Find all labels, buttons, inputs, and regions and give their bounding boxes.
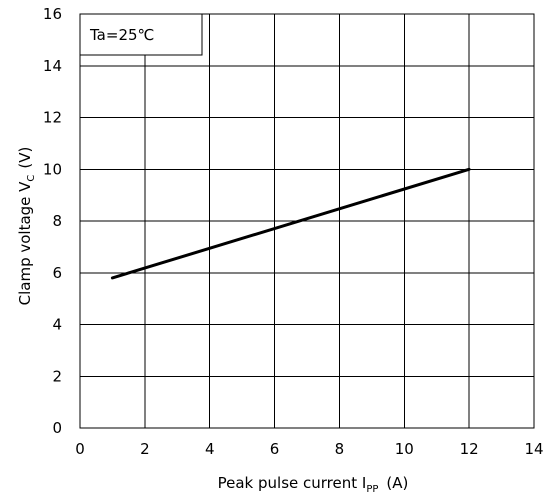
- y-axis-title: Clamp voltage VC (V): [16, 147, 37, 306]
- y-tick-label: 4: [52, 316, 62, 334]
- series-layer: [112, 169, 469, 278]
- y-axis-title-unit: (V): [16, 147, 34, 169]
- y-tick-label: 0: [52, 419, 62, 437]
- x-tick-label: 4: [205, 440, 215, 458]
- x-axis-title: Peak pulse current IPP (A): [218, 474, 409, 495]
- x-axis-title-main: Peak pulse current I: [218, 474, 367, 492]
- tick-labels: 0 2 4 6 8 10 12 14 0 2 4 6 8 10 12 14 16: [43, 5, 544, 458]
- annotation-box: Ta=25℃: [80, 14, 202, 55]
- x-tick-label: 0: [75, 440, 85, 458]
- x-axis-title-subscript: PP: [366, 484, 378, 495]
- y-tick-label: 2: [52, 367, 62, 385]
- x-tick-label: 2: [140, 440, 150, 458]
- x-tick-label: 10: [395, 440, 414, 458]
- x-axis-title-unit: (A): [386, 474, 408, 492]
- annotation-label: Ta=25℃: [89, 26, 154, 44]
- y-tick-label: 14: [43, 57, 62, 75]
- y-axis-title-subscript: C: [26, 175, 37, 182]
- y-tick-label: 12: [43, 109, 62, 127]
- grid: [80, 14, 534, 428]
- x-tick-label: 12: [460, 440, 479, 458]
- series-line-1: [112, 169, 469, 278]
- x-tick-label: 6: [270, 440, 280, 458]
- y-tick-label: 16: [43, 5, 62, 23]
- y-tick-label: 8: [52, 212, 62, 230]
- x-tick-label: 8: [335, 440, 345, 458]
- y-axis-title-main: Clamp voltage V: [16, 181, 34, 306]
- y-tick-label: 6: [52, 264, 62, 282]
- x-tick-label: 14: [524, 440, 543, 458]
- y-tick-label: 10: [43, 160, 62, 178]
